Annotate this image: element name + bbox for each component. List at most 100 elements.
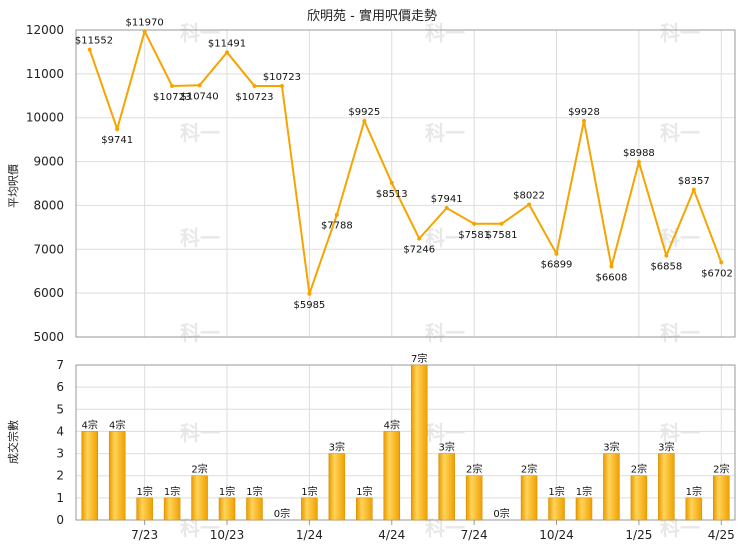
price-y-tick: 11000 <box>26 67 64 81</box>
price-point <box>581 118 586 123</box>
watermark-text: 科一 <box>660 21 700 45</box>
count-bar <box>603 453 620 521</box>
watermark-text: 科一 <box>425 21 465 45</box>
price-y-tick: 8000 <box>33 198 64 212</box>
price-point <box>197 83 202 88</box>
watermark-text: 科一 <box>660 421 700 445</box>
price-point-label: $8357 <box>678 176 710 187</box>
price-point <box>609 264 614 269</box>
price-point <box>417 236 422 241</box>
count-bar-label: 3宗 <box>658 441 674 454</box>
price-point <box>691 187 696 192</box>
price-point <box>719 260 724 265</box>
watermark-text: 科一 <box>180 421 220 445</box>
count-bar <box>713 475 730 521</box>
price-point <box>389 180 394 185</box>
count-bar <box>301 497 318 521</box>
price-point-label: $9741 <box>101 135 133 146</box>
price-point-label: $7246 <box>403 244 435 255</box>
price-y-tick: 12000 <box>26 23 64 37</box>
count-bar <box>383 431 401 521</box>
watermark-text: 科一 <box>425 226 465 250</box>
count-bar <box>136 497 153 521</box>
count-bar <box>575 497 593 521</box>
price-plot-frame <box>75 29 736 338</box>
price-point-label: $11970 <box>126 17 164 28</box>
price-point-label: $11552 <box>75 36 113 47</box>
price-point-label: $8513 <box>376 189 408 200</box>
chart-title: 欣明苑 - 實用呎價走勢 <box>307 8 437 24</box>
count-y-tick: 7 <box>56 358 64 372</box>
count-bar <box>520 475 538 521</box>
price-point-label: $6899 <box>541 260 573 271</box>
count-bar <box>163 497 181 521</box>
watermark-text: 科一 <box>180 21 220 45</box>
watermark-text: 科一 <box>180 226 220 250</box>
price-line <box>88 28 723 295</box>
count-bar <box>246 497 263 521</box>
count-bar <box>658 453 675 521</box>
price-point-label: $6702 <box>701 268 733 279</box>
count-bar-label: 1宗 <box>219 485 235 498</box>
price-point <box>472 221 477 226</box>
price-point <box>225 50 230 55</box>
price-y-tick: 5000 <box>33 330 64 344</box>
count-bar <box>548 497 565 521</box>
price-y-axis-label: 平均呎價 <box>6 164 20 208</box>
x-tick-label: 4/25 <box>708 528 735 542</box>
watermark-text: 科一 <box>425 321 465 345</box>
count-bar-label: 2宗 <box>466 463 482 476</box>
watermark-text: 科一 <box>660 121 700 145</box>
price-point <box>252 84 257 89</box>
price-y-tick: 6000 <box>33 286 64 300</box>
price-y-tick: 10000 <box>26 111 64 125</box>
count-bar-label: 1宗 <box>576 485 592 498</box>
price-point-label: $7788 <box>321 221 353 232</box>
x-tick-label: 1/24 <box>296 528 323 542</box>
count-y-tick: 5 <box>56 402 64 416</box>
count-bar-label: 1宗 <box>246 485 262 498</box>
price-point-label: $5985 <box>293 300 325 311</box>
count-bar <box>465 475 483 521</box>
count-bar-label: 4宗 <box>109 418 125 431</box>
price-point <box>554 251 559 256</box>
x-tick-label: 10/23 <box>210 528 245 542</box>
price-point-label: $6608 <box>596 272 628 283</box>
count-y-tick: 1 <box>56 491 64 505</box>
count-bar <box>108 431 126 521</box>
price-point <box>115 127 120 132</box>
watermark-text: 科一 <box>425 421 465 445</box>
watermark-text: 科一 <box>660 226 700 250</box>
count-bar-label: 1宗 <box>356 485 372 498</box>
count-y-tick: 3 <box>56 447 64 461</box>
price-y-tick: 7000 <box>33 242 64 256</box>
x-tick-label: 7/23 <box>131 528 158 542</box>
count-bar-label: 7宗 <box>411 352 427 365</box>
price-point-label: $10723 <box>235 92 273 103</box>
price-point-label: $10723 <box>153 92 191 103</box>
count-y-tick: 6 <box>56 380 64 394</box>
count-bar-label: 1宗 <box>301 485 317 498</box>
count-y-tick: 2 <box>56 469 64 483</box>
price-point-label: $8988 <box>623 148 655 159</box>
watermark-text: 科一 <box>660 321 700 345</box>
price-point-label: $9925 <box>348 107 380 118</box>
x-tick-label: 7/24 <box>461 528 488 542</box>
x-tick-label: 4/24 <box>378 528 405 542</box>
watermark-text: 科一 <box>180 121 220 145</box>
count-bar-label: 2宗 <box>631 463 647 476</box>
price-point <box>87 47 92 52</box>
price-point <box>307 291 312 296</box>
count-y-tick: 4 <box>56 424 64 438</box>
price-point-label: $6858 <box>650 262 682 273</box>
watermark-text: 科一 <box>425 121 465 145</box>
price-point-label: $7941 <box>431 194 463 205</box>
price-point-label: $9928 <box>568 107 600 118</box>
count-bar-label: 4宗 <box>384 418 400 431</box>
price-point <box>527 202 532 207</box>
count-bar-label: 3宗 <box>329 441 345 454</box>
count-plot-frame <box>75 364 736 521</box>
count-bar <box>81 431 98 521</box>
price-point-label: $11491 <box>208 38 246 49</box>
x-tick-label: 1/25 <box>625 528 652 542</box>
